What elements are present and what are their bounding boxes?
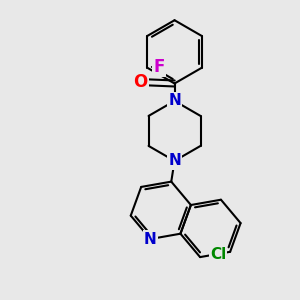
Text: N: N [168, 153, 181, 168]
Text: N: N [168, 93, 181, 108]
Text: Cl: Cl [210, 247, 226, 262]
Text: O: O [133, 74, 147, 92]
Text: N: N [144, 232, 157, 247]
Text: F: F [154, 58, 165, 76]
